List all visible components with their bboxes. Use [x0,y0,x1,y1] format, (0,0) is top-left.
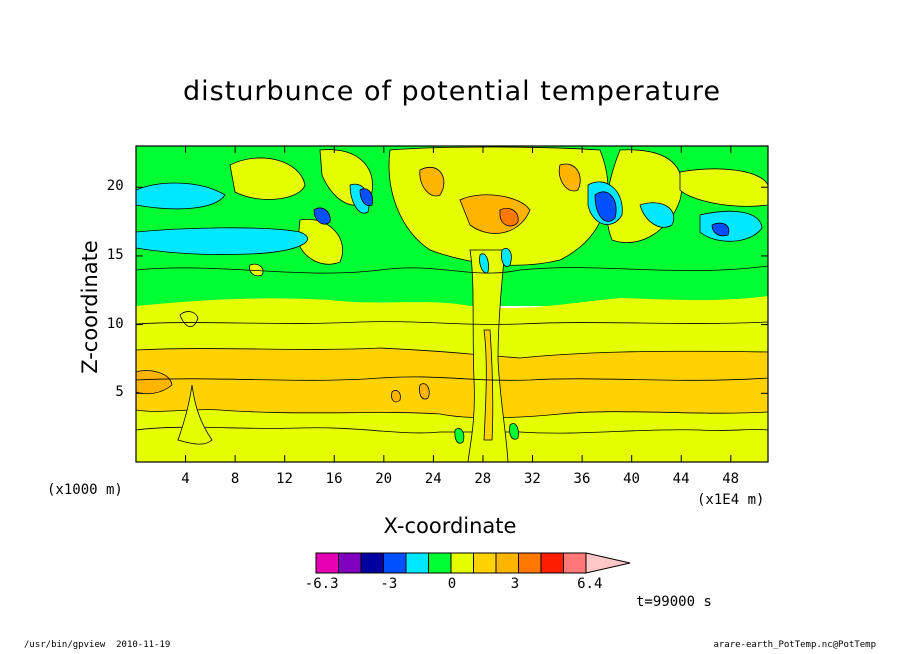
colorbar-swatch [518,552,542,574]
x-tick-label: 12 [276,471,293,487]
footer-right: arare-earth_PotTemp.nc@PotTemp [713,640,876,650]
x-tick-label: 28 [474,471,492,487]
colorbar-label: 3 [510,576,520,592]
x-tick-label: 44 [672,471,690,487]
colorbar-swatch [540,552,564,574]
colorbar-swatch [473,552,497,574]
x-tick-label: 24 [424,471,442,487]
time-label: t=99000 s [636,594,712,610]
footer-left: /usr/bin/gpview 2010-11-19 [24,640,171,650]
x-tick-label: 32 [523,471,541,487]
colorbar-swatch [360,552,384,574]
colorbar-swatch [428,552,452,574]
x-tick-label: 4 [181,471,190,487]
x-tick-label: 48 [722,471,740,487]
blue-blob [594,191,617,222]
colorbar-arrow [585,552,631,574]
low-yellow-bottom [136,426,768,462]
colorbar-label: 0 [447,576,457,592]
x-tick-label: 40 [623,471,640,487]
y-tick-label: 15 [106,246,124,263]
plot-frame [135,145,769,463]
y-axis-ticks [136,186,768,394]
low-orange-band [136,347,768,419]
blue-blob [711,222,730,237]
colorbar-label: -3 [380,576,398,592]
contour-field [136,146,768,462]
colorbar-swatch [563,552,587,574]
colorbar-label: -6.3 [304,576,339,592]
colorbar-swatch [338,552,362,574]
x-tick-label: 8 [230,471,240,487]
y-tick-label: 20 [106,178,124,195]
x-tick-label: 36 [573,471,591,487]
blue-blob [313,207,331,225]
x-unit-right: (x1E4 m) [697,492,765,508]
colorbar-label: 6.4 [577,576,603,592]
x-axis-ticks [185,146,732,462]
colorbar-swatch [495,552,519,574]
x-tick-label: 16 [325,471,343,487]
y-tick-label: 5 [115,384,124,401]
x-tick-label: 20 [375,471,393,487]
colorbar-swatch [450,552,474,574]
blue-blob [359,188,374,207]
x-unit-left: (x1000 m) [47,482,123,498]
chart-title: disturbunce of potential temperature [183,76,721,107]
x-axis-label: X-coordinate [383,514,517,538]
y-tick-label: 10 [106,315,124,332]
colorbar-swatch [383,552,407,574]
colorbar [315,552,631,574]
colorbar-swatch [315,552,339,574]
colorbar-swatch [405,552,429,574]
